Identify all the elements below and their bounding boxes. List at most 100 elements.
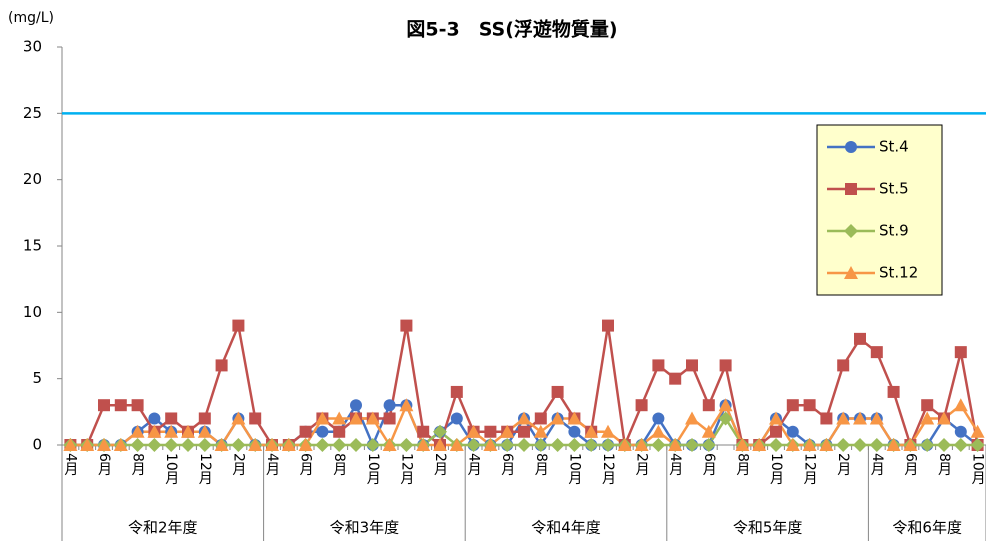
marker xyxy=(786,399,799,412)
marker xyxy=(197,424,212,438)
marker xyxy=(298,438,313,451)
x-tick-label: 4月 xyxy=(62,453,78,477)
x-tick-label: 6月 xyxy=(298,453,314,477)
marker xyxy=(887,385,900,398)
marker xyxy=(920,411,935,425)
x-tick-label: 12月 xyxy=(197,453,213,486)
marker xyxy=(844,266,858,279)
marker xyxy=(803,399,816,412)
marker xyxy=(181,438,195,452)
marker xyxy=(517,438,531,452)
marker xyxy=(130,424,145,438)
x-tick-label: 6月 xyxy=(499,453,515,477)
x-tick-label: 4月 xyxy=(466,453,482,477)
marker xyxy=(147,438,162,452)
x-tick-label: 2月 xyxy=(634,453,650,477)
marker xyxy=(836,438,851,452)
group-label: 令和6年度 xyxy=(892,519,962,537)
x-tick-label: 8月 xyxy=(533,453,549,477)
marker xyxy=(970,438,985,452)
marker xyxy=(349,438,363,452)
marker xyxy=(265,438,279,451)
marker xyxy=(148,412,161,425)
marker xyxy=(921,399,934,412)
marker xyxy=(533,424,548,438)
x-tick-label: 6月 xyxy=(902,453,918,477)
marker xyxy=(617,438,632,451)
marker xyxy=(433,438,447,451)
marker xyxy=(248,438,263,451)
legend-label: St.9 xyxy=(879,222,909,240)
marker xyxy=(333,425,346,438)
marker xyxy=(550,438,565,452)
marker xyxy=(181,424,195,438)
marker xyxy=(970,424,985,438)
marker xyxy=(231,411,246,425)
marker xyxy=(433,424,447,439)
marker xyxy=(550,411,565,425)
marker xyxy=(954,425,967,438)
marker xyxy=(500,438,515,452)
x-tick-label: 2月 xyxy=(835,453,851,477)
x-tick-label: 10月 xyxy=(970,453,986,486)
marker xyxy=(769,438,783,452)
marker xyxy=(114,399,127,412)
y-tick-label: 0 xyxy=(32,436,42,454)
marker xyxy=(365,411,380,425)
x-tick-label: 4月 xyxy=(264,453,280,477)
marker xyxy=(869,438,884,452)
marker xyxy=(147,424,162,438)
marker xyxy=(651,424,666,438)
y-tick-label: 15 xyxy=(23,237,42,255)
marker xyxy=(953,398,968,412)
y-tick-label: 25 xyxy=(23,104,42,122)
x-tick-label: 6月 xyxy=(96,453,112,477)
group-label: 令和5年度 xyxy=(733,519,803,537)
x-tick-label: 8月 xyxy=(130,453,146,477)
marker xyxy=(635,399,648,412)
marker xyxy=(249,412,262,425)
marker xyxy=(702,399,715,412)
marker xyxy=(299,425,312,438)
legend-label: St.5 xyxy=(879,180,909,198)
marker xyxy=(685,411,699,425)
marker xyxy=(669,372,682,385)
marker xyxy=(417,425,430,438)
marker xyxy=(735,438,750,451)
marker xyxy=(164,424,179,438)
marker xyxy=(518,425,530,438)
x-tick-label: 10月 xyxy=(163,453,179,486)
chart-title: 図5-3 SS(浮遊物質量) xyxy=(406,18,617,41)
marker xyxy=(198,412,211,425)
x-tick-label: 10月 xyxy=(768,453,784,486)
marker xyxy=(349,411,363,425)
marker xyxy=(953,438,968,452)
marker xyxy=(719,359,732,372)
marker xyxy=(769,411,783,425)
marker xyxy=(844,224,858,238)
marker xyxy=(332,438,347,452)
legend-box xyxy=(816,124,943,296)
x-tick-label: 4月 xyxy=(667,453,683,477)
marker xyxy=(701,438,716,452)
marker xyxy=(845,141,857,153)
legend-label: St.12 xyxy=(879,264,918,282)
marker xyxy=(853,438,867,452)
marker xyxy=(232,319,245,332)
marker xyxy=(484,425,497,438)
marker xyxy=(752,438,767,451)
marker xyxy=(466,438,481,452)
marker xyxy=(770,425,782,438)
marker xyxy=(63,438,78,451)
marker xyxy=(215,359,228,372)
marker xyxy=(399,398,414,412)
marker xyxy=(165,412,178,425)
x-tick-label: 12月 xyxy=(398,453,414,486)
marker xyxy=(113,438,128,451)
marker xyxy=(449,438,464,451)
marker xyxy=(533,438,548,452)
marker xyxy=(652,412,665,425)
marker xyxy=(686,359,698,372)
marker xyxy=(315,438,330,452)
